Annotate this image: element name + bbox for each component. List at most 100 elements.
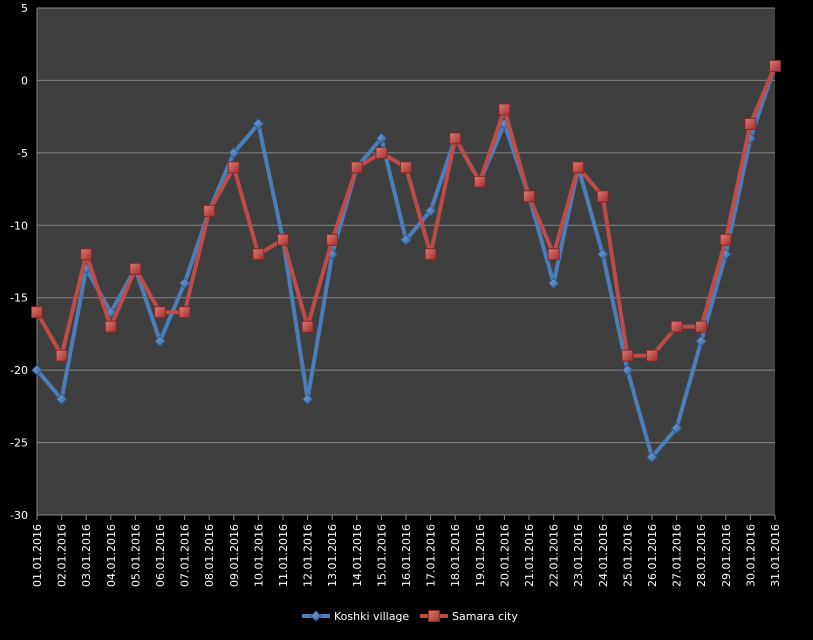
x-tick-label: 20.01.2016 (498, 524, 511, 587)
data-point-diamond (252, 118, 265, 130)
data-point-diamond (400, 234, 412, 246)
data-point-diamond (178, 277, 191, 289)
x-tick-label: 04.01.2016 (105, 524, 118, 587)
x-tick-label: 19.01.2016 (474, 524, 487, 587)
data-point-square (473, 175, 486, 188)
data-point-diamond (31, 364, 43, 376)
data-point-square (129, 262, 142, 275)
data-point-square (449, 132, 462, 145)
data-point-square (572, 161, 585, 174)
data-point-diamond (646, 451, 658, 463)
x-tick-label: 17.01.2016 (425, 524, 438, 587)
x-tick-label: 12.01.2016 (302, 524, 315, 587)
data-point-diamond (670, 422, 683, 434)
data-point-diamond (310, 610, 322, 622)
legend-label: Samara city (452, 610, 518, 623)
x-tick-label: 28.01.2016 (695, 524, 708, 587)
legend-item: Samara city (420, 610, 518, 623)
x-tick-label: 27.01.2016 (671, 524, 684, 587)
data-point-square (80, 248, 93, 261)
x-tick-label: 21.01.2016 (523, 524, 536, 587)
data-point-square (31, 306, 43, 319)
data-point-square (547, 248, 560, 261)
data-point-square (498, 103, 511, 116)
y-tick-label: -5 (17, 147, 28, 160)
y-tick-label: 5 (21, 2, 28, 15)
data-point-square (178, 306, 191, 319)
data-point-diamond (375, 132, 388, 145)
y-tick-label: -10 (10, 219, 28, 232)
x-tick-label: 18.01.2016 (449, 524, 462, 587)
x-tick-label: 10.01.2016 (252, 524, 265, 587)
data-point-square (203, 204, 216, 217)
legend: Koshki village Samara city (302, 610, 518, 623)
series (31, 59, 781, 463)
y-tick-label: -20 (10, 364, 28, 377)
data-point-diamond (424, 205, 437, 217)
data-point-diamond (228, 147, 240, 159)
x-tick-label: 31.01.2016 (769, 524, 782, 587)
y-tick-label: 0 (21, 74, 28, 87)
x-tick-label: 22.01.2016 (548, 524, 561, 587)
data-point-square (646, 349, 658, 362)
x-tick-label: 13.01.2016 (326, 524, 339, 587)
x-tick-label: 06.01.2016 (154, 524, 167, 587)
y-tick-label: -15 (10, 292, 28, 305)
x-tick-label: 15.01.2016 (375, 524, 388, 587)
series-1 (31, 59, 781, 362)
x-tick-label: 02.01.2016 (56, 524, 69, 587)
y-tick-label: -30 (10, 509, 28, 522)
x-tick-label: 01.01.2016 (31, 524, 44, 587)
data-point-square (400, 161, 412, 174)
x-tick-label: 24.01.2016 (597, 524, 610, 587)
x-tick-label: 23.01.2016 (572, 524, 585, 587)
x-tick-label: 07.01.2016 (179, 524, 192, 587)
data-point-diamond (547, 277, 560, 289)
data-point-square (301, 320, 314, 333)
x-tick-label: 05.01.2016 (129, 524, 142, 587)
x-tick-label: 11.01.2016 (277, 524, 290, 587)
data-point-square (227, 161, 240, 174)
data-point-diamond (154, 335, 166, 347)
data-point-square (744, 117, 757, 130)
data-point-square (695, 320, 708, 333)
x-tick-label: 09.01.2016 (228, 524, 241, 587)
data-point-diamond (55, 393, 68, 405)
data-point-diamond (695, 335, 707, 347)
data-point-diamond (621, 364, 634, 376)
legend-item: Koshki village (302, 610, 409, 623)
x-tick-label: 08.01.2016 (203, 524, 216, 587)
x-tick-label: 16.01.2016 (400, 524, 413, 587)
data-point-diamond (301, 393, 314, 405)
data-point-square (350, 161, 363, 174)
data-point-square (596, 190, 609, 203)
data-point-square (769, 59, 781, 72)
y-tick-label: -25 (10, 437, 28, 450)
data-point-square (428, 610, 440, 622)
data-point-square (621, 349, 634, 362)
data-point-square (277, 233, 289, 246)
data-point-square (719, 233, 732, 246)
plot-area (37, 8, 775, 515)
x-tick-label: 03.01.2016 (80, 524, 93, 587)
data-point-square (252, 248, 265, 261)
data-point-square (326, 233, 339, 246)
x-tick-label: 30.01.2016 (744, 524, 757, 587)
x-tick-label: 26.01.2016 (646, 524, 659, 587)
data-point-square (523, 190, 535, 203)
x-tick-label: 25.01.2016 (621, 524, 634, 587)
data-point-square (55, 349, 68, 362)
gridlines (37, 7, 775, 516)
x-tick-label: 14.01.2016 (351, 524, 364, 587)
x-tick-label: 29.01.2016 (720, 524, 733, 587)
data-point-square (424, 248, 437, 261)
data-point-square (375, 146, 388, 159)
data-point-square (670, 320, 683, 333)
data-point-square (154, 306, 166, 319)
data-point-square (104, 320, 117, 333)
data-point-diamond (597, 248, 609, 260)
legend-label: Koshki village (334, 610, 409, 623)
